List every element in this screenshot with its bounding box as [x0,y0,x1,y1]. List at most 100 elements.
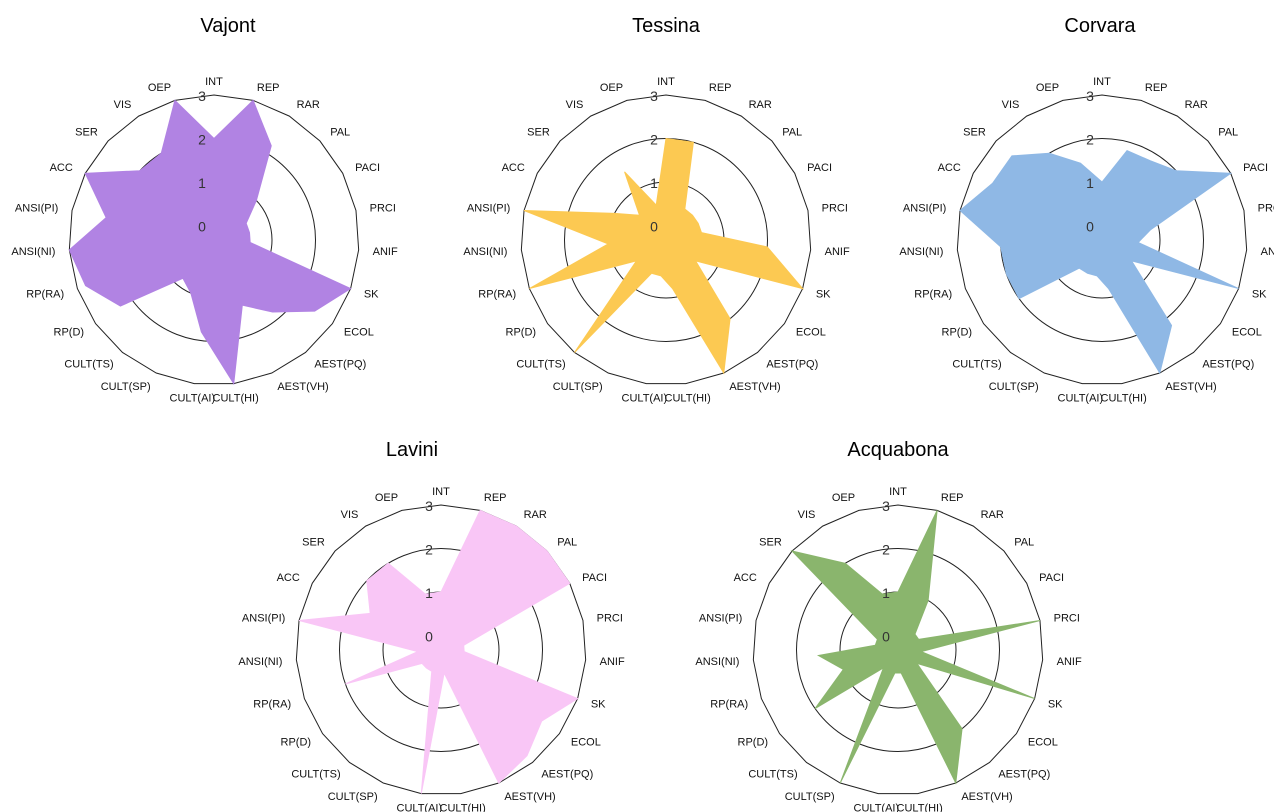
grid-ring-2 [339,548,543,752]
axis-label: SK [364,288,379,300]
axis-label: CULT(AI) [854,803,900,812]
axis-label: SK [816,288,831,300]
axis-label: PRCI [597,613,623,625]
axis-label: ACC [734,572,757,584]
axis-label: REP [1145,82,1168,94]
axis-label: PRCI [822,203,848,215]
data-polygon [790,510,1041,785]
tick-label: 0 [1086,219,1094,235]
axis-label: CULT(TS) [64,358,113,370]
axis-label: ANIF [373,246,398,258]
axis-label: CULT(SP) [553,381,603,393]
axis-label: CULT(HI) [897,803,943,812]
axis-label: PAL [1218,126,1238,138]
axis-label: AEST(VH) [961,791,1012,803]
axis-label: INT [1093,76,1111,88]
axis-label: ACC [938,162,961,174]
axis-label: REP [941,492,964,504]
axis-label: CULT(SP) [989,381,1039,393]
axis-label: ECOL [344,327,374,339]
axis-label: CULT(SP) [101,381,151,393]
tick-label: 2 [425,542,433,558]
axis-label: AEST(VH) [504,791,555,803]
tick-label: 1 [198,175,206,191]
axis-label: OEP [832,492,855,504]
outer-ring [752,504,1044,795]
axis-label: ANIF [600,656,625,668]
axis-label: ANIF [1261,246,1274,258]
axis-label: RP(D) [281,737,312,749]
axis-label: CULT(TS) [516,358,565,370]
axis-label: PAL [557,536,577,548]
data-polygon [523,137,805,375]
chart-title: Tessina [632,15,701,37]
axis-label: OEP [375,492,398,504]
axis-label: RP(D) [738,737,769,749]
axis-label: CULT(AI) [170,393,216,405]
axis-label: RP(RA) [478,288,516,300]
tick-label: 3 [1086,88,1094,104]
tick-label: 2 [1086,132,1094,148]
axis-label: SER [527,126,550,138]
axis-label: ANSI(NI) [463,246,507,258]
axis-label: SK [1048,698,1063,710]
axis-label: OEP [148,82,171,94]
tick-label: 0 [198,219,206,235]
tick-label: 1 [650,175,658,191]
axis-label: SK [591,698,606,710]
axis-label: RAR [524,509,547,521]
axis-label: PACI [1039,572,1064,584]
outer-ring [68,94,360,385]
axis-label: ACC [277,572,300,584]
axis-label: RAR [1185,99,1208,111]
axis-label: VIS [1002,99,1020,111]
axis-label: OEP [1036,82,1059,94]
axis-label: RAR [749,99,772,111]
axis-label: ECOL [571,737,601,749]
axis-label: RP(RA) [914,288,952,300]
tick-label: 2 [198,132,206,148]
chart-title: Vajont [200,15,256,37]
axis-label: ANSI(PI) [699,613,742,625]
axis-label: ACC [50,162,73,174]
axis-label: ECOL [1028,737,1058,749]
axis-label: AEST(PQ) [1202,358,1254,370]
axis-label: OEP [600,82,623,94]
grid-ring-2 [796,548,1000,752]
axis-label: ANIF [1057,656,1082,668]
axis-label: CULT(AI) [397,803,443,812]
tick-label: 2 [882,542,890,558]
axis-label: CULT(SP) [785,791,835,803]
axis-label: ANSI(NI) [899,246,943,258]
axis-label: PACI [582,572,607,584]
tick-label: 3 [198,88,206,104]
axis-label: AEST(VH) [729,381,780,393]
axis-label: ANIF [825,246,850,258]
axis-label: REP [484,492,507,504]
axis-label: CULT(HI) [213,393,259,405]
axis-label: CULT(HI) [1101,393,1147,405]
axis-label: ANSI(PI) [15,203,58,215]
tick-label: 0 [882,629,890,645]
axis-label: PRCI [370,203,396,215]
chart-title: Corvara [1064,15,1136,37]
axis-label: INT [432,486,450,498]
axis-label: ANSI(NI) [695,656,739,668]
tick-label: 1 [882,585,890,601]
axis-label: VIS [341,509,359,521]
axis-label: PACI [807,162,832,174]
axis-label: ANSI(NI) [238,656,282,668]
axis-label: AEST(PQ) [541,768,593,780]
tick-label: 1 [425,585,433,601]
tick-label: 0 [650,219,658,235]
axis-label: RP(RA) [26,288,64,300]
axis-label: SER [75,126,98,138]
axis-label: AEST(PQ) [766,358,818,370]
axis-label: CULT(TS) [291,768,340,780]
axis-label: CULT(TS) [952,358,1001,370]
axis-label: PRCI [1258,203,1274,215]
